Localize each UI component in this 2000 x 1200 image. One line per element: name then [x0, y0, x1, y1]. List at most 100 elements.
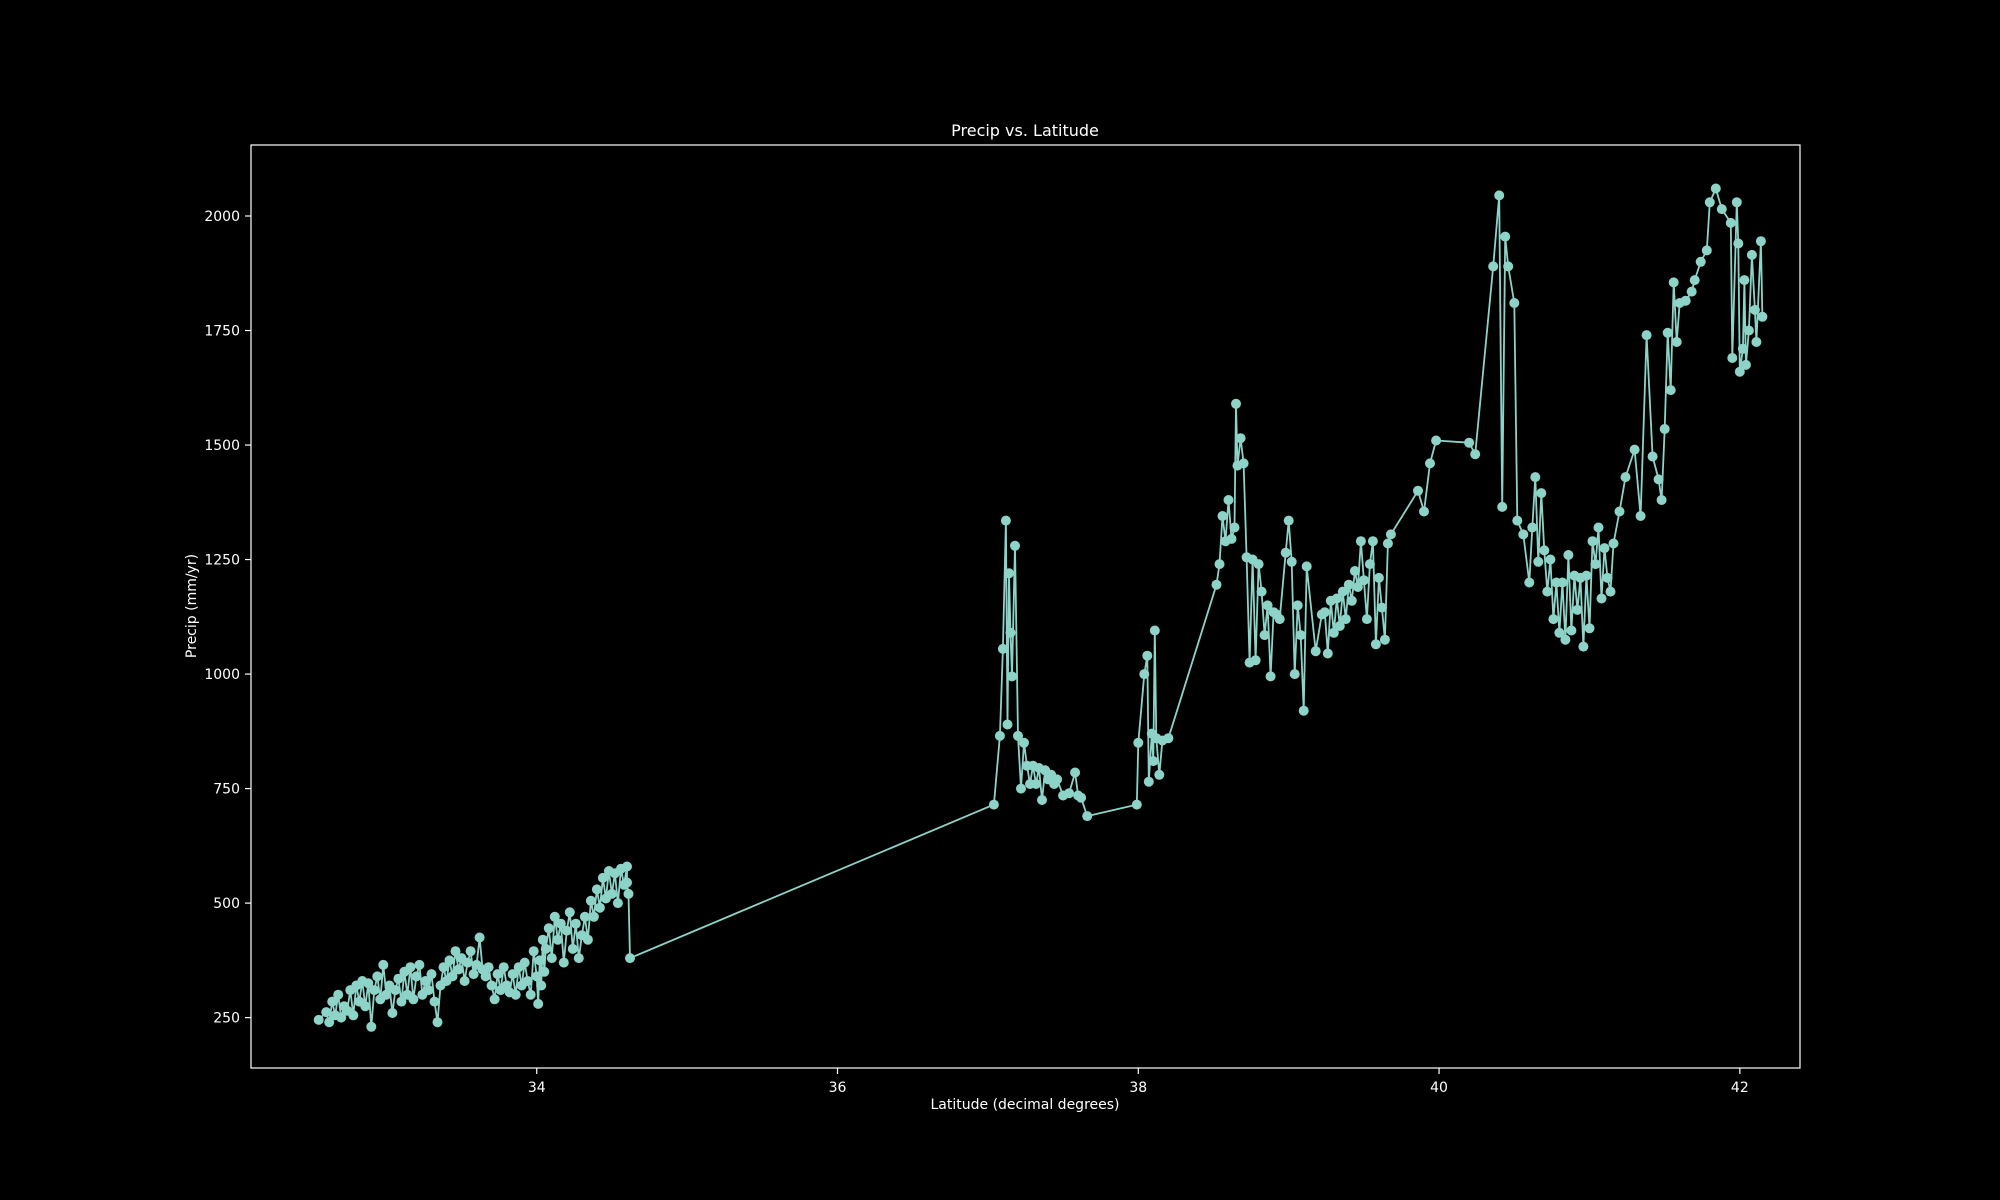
y-tick-label: 1500 [204, 438, 240, 454]
data-point [1740, 359, 1751, 370]
data-point [1013, 730, 1023, 741]
data-point [1133, 737, 1144, 748]
data-point [519, 957, 530, 968]
data-point [444, 955, 455, 966]
data-point [1656, 495, 1667, 505]
data-point [1007, 671, 1017, 682]
data-point [622, 877, 632, 888]
data-point [480, 971, 491, 982]
data-point [1052, 774, 1063, 785]
data-point [1602, 572, 1613, 583]
data-point [1716, 204, 1727, 215]
data-point [1002, 719, 1013, 730]
data-point [1527, 522, 1538, 533]
data-point [483, 962, 494, 973]
data-point [1352, 582, 1363, 592]
y-tick-label: 1000 [204, 667, 240, 683]
data-point [1470, 449, 1481, 460]
y-tick-label: 2000 [204, 209, 240, 225]
data-point [1343, 579, 1354, 590]
y-tick-label: 1250 [204, 553, 240, 569]
data-point [1319, 607, 1330, 618]
data-point [1322, 648, 1333, 659]
x-tick-label: 40 [1430, 1080, 1448, 1096]
data-point [1253, 559, 1264, 570]
data-point [1149, 625, 1160, 636]
data-point [1599, 543, 1610, 554]
data-point [1554, 627, 1565, 638]
data-point [1373, 572, 1384, 583]
data-point [1310, 646, 1321, 657]
data-point [324, 1017, 335, 1028]
data-point [1070, 767, 1081, 778]
data-point [1238, 458, 1249, 469]
data-point [1148, 756, 1159, 767]
data-point [387, 1008, 398, 1018]
data-point [1364, 559, 1375, 570]
data-point [510, 989, 521, 1000]
data-point [1614, 506, 1625, 517]
data-point [1488, 261, 1499, 272]
data-point [606, 888, 617, 899]
data-point [348, 1010, 359, 1021]
data-point [1731, 197, 1742, 208]
data-point [1231, 398, 1241, 409]
data-point [1739, 275, 1750, 286]
data-point [594, 902, 605, 913]
data-point [1647, 451, 1658, 462]
data-point [378, 959, 389, 970]
data-point [1668, 277, 1679, 288]
data-point [405, 962, 416, 973]
data-point [453, 964, 464, 975]
data-point [381, 989, 392, 1000]
data-point [1494, 190, 1505, 201]
data-point [1572, 604, 1583, 615]
data-point [1037, 795, 1047, 805]
data-point [536, 980, 547, 991]
data-point [1142, 650, 1153, 661]
data-point [1274, 614, 1285, 625]
data-point [363, 978, 374, 989]
y-tick-label: 250 [213, 1011, 240, 1027]
data-point [1431, 435, 1442, 446]
data-point [414, 959, 425, 970]
data-point [540, 943, 551, 954]
data-point [1512, 515, 1523, 526]
data-point [1701, 245, 1712, 256]
data-point [1584, 623, 1595, 634]
data-point [1749, 304, 1760, 315]
data-point [1671, 337, 1682, 347]
data-point [450, 946, 461, 957]
data-point [1533, 556, 1544, 567]
data-point [1031, 779, 1041, 789]
data-point [1154, 769, 1165, 780]
data-point [1536, 488, 1547, 499]
data-point [1542, 586, 1553, 597]
data-point [1587, 536, 1598, 547]
data-point [1385, 529, 1396, 540]
data-point [1755, 236, 1766, 247]
data-point [1082, 811, 1093, 822]
x-tick-label: 38 [1129, 1080, 1147, 1096]
plot-frame [250, 144, 1801, 1069]
data-point [625, 953, 635, 964]
data-point [1010, 540, 1020, 551]
data-point [393, 973, 404, 984]
data-point [420, 976, 431, 986]
data-point [1629, 444, 1640, 455]
data-point [390, 985, 401, 996]
data-point [1367, 536, 1378, 547]
data-point [1605, 586, 1616, 597]
data-point [1757, 311, 1768, 322]
x-tick-label: 36 [829, 1080, 847, 1096]
data-point [1563, 550, 1574, 560]
data-point [1464, 437, 1475, 448]
data-point [336, 1012, 347, 1023]
data-point [1256, 586, 1267, 597]
data-point [1751, 337, 1762, 347]
data-point [546, 953, 557, 964]
data-point [1370, 639, 1381, 650]
data-point [1346, 595, 1357, 606]
data-point [1163, 733, 1174, 744]
